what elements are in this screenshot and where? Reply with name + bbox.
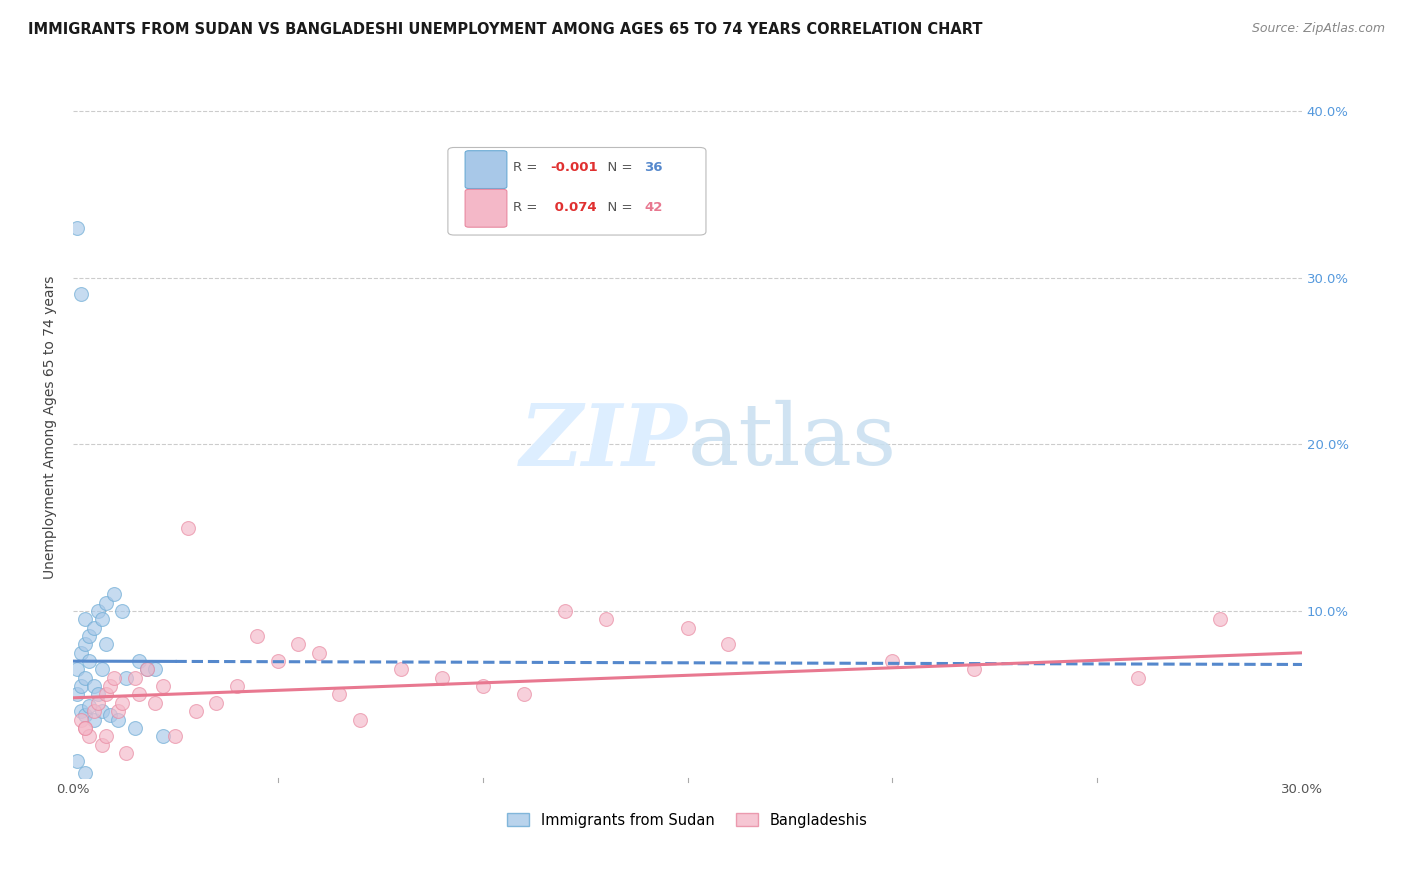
Point (430, 671, 453, 685)
Point (111, 604, 134, 618)
Text: N =: N = (599, 161, 637, 174)
Point (143, 663, 166, 677)
Point (94, 637, 117, 651)
Point (103, 671, 125, 685)
Point (75, 612, 97, 626)
Point (287, 637, 309, 651)
Point (70, 704, 93, 718)
Point (152, 679, 174, 693)
Point (79, 729, 101, 743)
Point (512, 688, 534, 702)
Point (94, 729, 117, 743)
Point (90, 738, 112, 752)
FancyBboxPatch shape (465, 189, 508, 227)
Point (128, 688, 150, 702)
Text: R =: R = (513, 161, 541, 174)
Text: 36: 36 (644, 161, 664, 174)
Point (115, 671, 138, 685)
Point (86, 696, 108, 710)
Point (107, 704, 129, 718)
Text: atlas: atlas (688, 401, 897, 483)
Point (135, 663, 157, 677)
Point (676, 621, 699, 635)
Point (882, 654, 904, 668)
Point (75, 721, 97, 735)
Point (152, 729, 174, 743)
Point (349, 713, 371, 727)
Point (90, 704, 112, 718)
Point (86, 688, 108, 702)
Point (79, 654, 101, 668)
Point (83, 621, 105, 635)
FancyBboxPatch shape (465, 151, 508, 188)
Legend: Immigrants from Sudan, Bangladeshis: Immigrants from Sudan, Bangladeshis (502, 807, 873, 834)
Point (90, 663, 112, 677)
Point (389, 663, 412, 677)
Point (135, 663, 157, 677)
Point (107, 713, 129, 727)
Point (83, 704, 105, 718)
Point (124, 671, 146, 685)
Point (94, 688, 117, 702)
Point (103, 587, 125, 601)
Point (90, 612, 112, 626)
Text: -0.001: -0.001 (550, 161, 598, 174)
Point (177, 521, 200, 535)
Point (226, 679, 249, 693)
Point (246, 629, 269, 643)
Point (98, 707, 121, 722)
Point (75, 707, 97, 722)
Point (963, 663, 986, 677)
Text: ZIP: ZIP (520, 400, 688, 483)
Y-axis label: Unemployment Among Ages 65 to 74 years: Unemployment Among Ages 65 to 74 years (44, 276, 58, 579)
Point (83, 679, 105, 693)
Point (98, 679, 121, 693)
Point (66, 220, 89, 235)
Point (79, 629, 101, 643)
Point (143, 696, 166, 710)
Point (328, 688, 350, 702)
Point (66, 688, 89, 702)
Point (70, 287, 93, 301)
Text: R =: R = (513, 201, 541, 214)
Point (111, 696, 134, 710)
Point (267, 654, 290, 668)
Point (75, 671, 97, 685)
Point (184, 704, 207, 718)
Point (83, 713, 105, 727)
Point (70, 713, 93, 727)
Point (75, 721, 97, 735)
Point (75, 637, 97, 651)
Point (75, 765, 97, 780)
Point (205, 696, 228, 710)
Point (124, 721, 146, 735)
Point (1209, 612, 1232, 626)
Point (595, 612, 617, 626)
Point (79, 699, 101, 714)
Point (115, 746, 138, 760)
Point (128, 654, 150, 668)
Text: 0.074: 0.074 (550, 201, 596, 214)
Point (308, 646, 330, 660)
Text: N =: N = (599, 201, 637, 214)
Point (554, 604, 576, 618)
Point (471, 679, 494, 693)
Point (1126, 671, 1149, 685)
Text: IMMIGRANTS FROM SUDAN VS BANGLADESHI UNEMPLOYMENT AMONG AGES 65 TO 74 YEARS CORR: IMMIGRANTS FROM SUDAN VS BANGLADESHI UNE… (28, 22, 983, 37)
Text: 42: 42 (644, 201, 662, 214)
Point (165, 729, 187, 743)
Point (86, 604, 108, 618)
Point (94, 596, 117, 610)
Point (70, 646, 93, 660)
Point (66, 754, 89, 768)
FancyBboxPatch shape (449, 147, 706, 235)
Point (70, 679, 93, 693)
Point (66, 663, 89, 677)
Text: Source: ZipAtlas.com: Source: ZipAtlas.com (1251, 22, 1385, 36)
Point (717, 637, 740, 651)
